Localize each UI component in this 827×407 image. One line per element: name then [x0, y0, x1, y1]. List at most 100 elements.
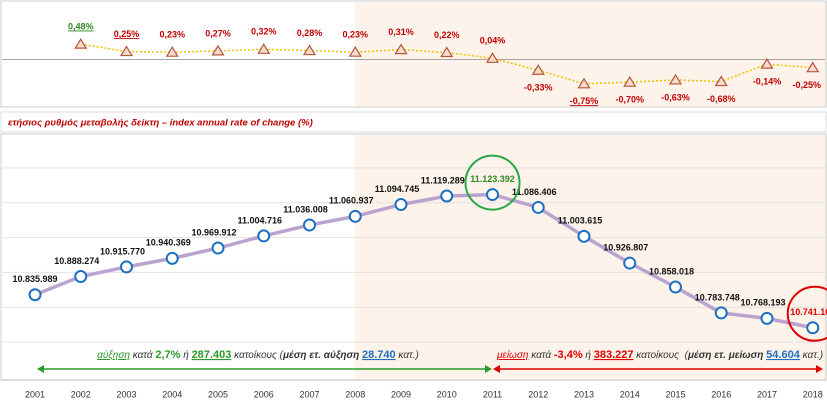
- triangle-marker: [119, 45, 134, 57]
- value-label: 0,48%: [68, 22, 94, 32]
- annotation-part: κατ.): [396, 350, 419, 361]
- circle-marker: [669, 280, 682, 294]
- circle-marker: [714, 306, 728, 320]
- x-tick-label: 2007: [299, 389, 319, 399]
- shade-bottom: [355, 135, 827, 379]
- value-label: -0,63%: [661, 92, 690, 102]
- triangle-marker: [348, 46, 362, 57]
- x-tick-label: 2010: [437, 389, 457, 399]
- triangle-marker: [668, 73, 683, 85]
- circle-marker: [806, 321, 820, 335]
- annotation-part: 2,7%: [155, 349, 180, 361]
- annotation-part: 383.227: [594, 349, 634, 361]
- value-label: 10.741.165: [790, 307, 827, 317]
- circle-marker: [303, 218, 316, 232]
- value-label: 0,25%: [114, 29, 140, 39]
- value-label: 11.060.937: [329, 196, 374, 206]
- circle-marker: [74, 270, 88, 284]
- triangle-marker: [211, 44, 225, 56]
- circle-marker: [760, 311, 774, 325]
- value-label: 10.940.369: [146, 238, 191, 248]
- value-label: 10.858.018: [649, 266, 694, 276]
- triangle-marker: [485, 52, 500, 63]
- annotation-part: κατ.): [800, 350, 823, 361]
- triangle-marker: [302, 44, 317, 56]
- x-tick-label: 2003: [116, 389, 136, 399]
- circle-marker: [120, 260, 133, 274]
- value-label: -0,14%: [753, 77, 782, 87]
- value-label: -0,70%: [615, 95, 644, 105]
- annotation-part: κατοίκους (: [231, 349, 284, 361]
- circle-marker: [211, 241, 225, 255]
- annotation-part: μέση ετ. αύξηση: [282, 350, 362, 361]
- value-label: 0,22%: [434, 30, 460, 40]
- circle-marker: [440, 189, 454, 203]
- annotation: αύξηση κατά 2,7% ή 287.403 κατοίκους (μέ…: [97, 349, 419, 361]
- triangle-marker: [394, 43, 408, 55]
- annotation-part: 28.740: [362, 349, 396, 361]
- triangle-marker: [577, 77, 591, 89]
- x-tick-label: 2005: [208, 389, 228, 399]
- frame-top: [0, 0, 827, 108]
- triangle-marker: [623, 76, 637, 87]
- value-label: 11.004.716: [237, 215, 282, 225]
- value-label: 0,23%: [342, 30, 368, 40]
- x-tick-label: 2015: [665, 389, 685, 399]
- triangle-marker: [760, 57, 774, 69]
- value-label: 10.926.807: [603, 242, 648, 252]
- value-label: -0,68%: [707, 94, 736, 104]
- annotation-part: αύξηση: [97, 349, 130, 361]
- value-label: 10.783.748: [695, 292, 740, 302]
- value-label: 11.094.745: [375, 184, 420, 194]
- circle-marker: [165, 251, 179, 265]
- value-label: 0,23%: [159, 30, 185, 40]
- annotation-part: κατά: [528, 349, 553, 361]
- x-tick-label: 2012: [528, 389, 548, 399]
- value-label: 10.835.989: [12, 274, 57, 284]
- value-label: 11.123.392: [470, 174, 515, 184]
- value-label: 10.888.274: [54, 256, 99, 266]
- circle-marker: [486, 188, 499, 202]
- triangle-marker: [440, 46, 454, 58]
- x-tick-label: 2002: [71, 389, 91, 399]
- caption-bar: [0, 111, 827, 133]
- value-label: 0,28%: [297, 28, 323, 38]
- triangle-marker: [806, 61, 820, 73]
- value-label: 10.768.193: [740, 298, 785, 308]
- annotation-part: ή: [583, 349, 594, 361]
- x-tick-label: 2017: [757, 389, 777, 399]
- triangle-marker: [74, 37, 88, 49]
- value-label: 11.003.615: [558, 216, 603, 226]
- x-tick-label: 2004: [162, 389, 182, 399]
- value-label: 11.119.289: [421, 175, 465, 185]
- annotation-part: μείωση: [496, 349, 529, 361]
- circle-marker: [531, 200, 545, 214]
- x-tick-label: 2018: [803, 389, 823, 399]
- section-label: ετήσιος ρυθμός μεταβολής δείκτη – index …: [8, 118, 313, 129]
- annotation-part: κατά: [130, 349, 155, 361]
- circle-marker: [257, 229, 271, 243]
- value-label: 0,31%: [388, 27, 414, 37]
- shade-top: [355, 2, 827, 106]
- triangle-marker: [257, 43, 271, 54]
- value-label: 10.915.770: [100, 246, 145, 256]
- value-label: -0,33%: [524, 83, 553, 93]
- value-label: -0,25%: [792, 80, 821, 90]
- triangle-marker: [531, 64, 545, 75]
- annotation-part: -3,4%: [554, 349, 583, 361]
- highlight-circle: [786, 285, 827, 342]
- value-label: 11.086.406: [512, 187, 557, 197]
- value-label: 10.969.912: [191, 227, 236, 237]
- triangle-marker: [714, 75, 728, 87]
- x-tick-label: 2009: [391, 389, 411, 399]
- series-line: [34, 192, 814, 330]
- annotation-part: 54.604: [766, 349, 801, 361]
- circle-marker: [394, 198, 408, 212]
- x-tick-label: 2013: [574, 389, 594, 399]
- annotation-part: κατοίκους (: [634, 349, 690, 361]
- circle-marker: [348, 209, 362, 223]
- annotation-part: 287.403: [192, 349, 232, 361]
- x-tick-label: 2011: [483, 389, 502, 399]
- value-label: 11.036.008: [283, 204, 328, 214]
